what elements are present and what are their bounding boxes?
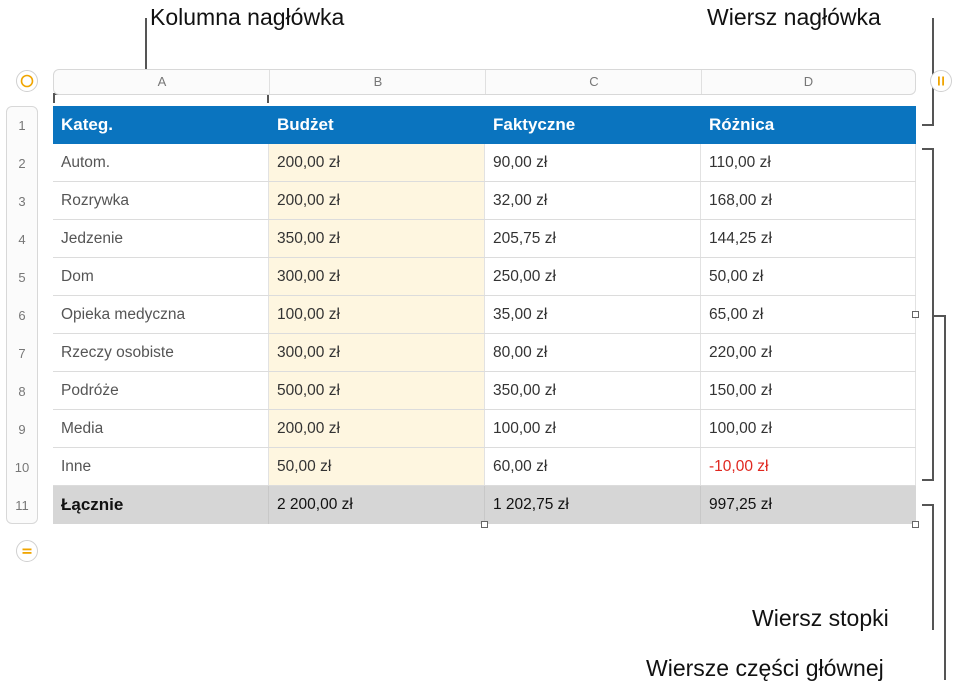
table-cell[interactable]: Rzeczy osobiste <box>53 334 269 371</box>
circle-select-icon <box>20 74 34 88</box>
row-number[interactable]: 8 <box>18 384 26 399</box>
footer-cell[interactable]: 1 202,75 zł <box>485 486 701 524</box>
table-cell[interactable]: 80,00 zł <box>485 334 701 371</box>
column-divider <box>701 70 702 94</box>
callout-line <box>145 18 147 94</box>
callout-line <box>267 93 269 103</box>
row-number[interactable]: 5 <box>18 270 26 285</box>
row-number[interactable]: 9 <box>18 422 26 437</box>
table-row[interactable]: Podróże 500,00 zł 350,00 zł 150,00 zł <box>53 372 916 410</box>
header-cell[interactable]: Faktyczne <box>493 115 576 134</box>
table-cell[interactable]: 250,00 zł <box>485 258 701 295</box>
table-cell[interactable]: 100,00 zł <box>485 410 701 447</box>
table-cell[interactable]: 200,00 zł <box>269 182 485 219</box>
callout-line <box>922 148 934 150</box>
table-cell[interactable]: Jedzenie <box>53 220 269 257</box>
table-row[interactable]: Rozrywka 200,00 zł 32,00 zł 168,00 zł <box>53 182 916 220</box>
callout-body-rows: Wiersze części głównej <box>646 655 884 681</box>
table-cell[interactable]: Media <box>53 410 269 447</box>
table-header-row[interactable]: Kateg. Budżet Faktyczne Różnica <box>53 106 916 144</box>
table-cell[interactable]: 50,00 zł <box>269 448 485 485</box>
table-footer-row[interactable]: Łącznie 2 200,00 zł 1 202,75 zł 997,25 z… <box>53 486 916 524</box>
header-cell[interactable]: Różnica <box>709 115 775 134</box>
row-number[interactable]: 2 <box>18 156 26 171</box>
table-cell[interactable]: 150,00 zł <box>701 372 916 409</box>
equals-icon <box>22 548 32 554</box>
table-cell[interactable]: 500,00 zł <box>269 372 485 409</box>
table-cell[interactable]: 350,00 zł <box>485 372 701 409</box>
row-number[interactable]: 4 <box>18 232 26 247</box>
table-cell[interactable]: 90,00 zł <box>485 144 701 181</box>
callout-line <box>922 479 934 481</box>
table-row[interactable]: Rzeczy osobiste 300,00 zł 80,00 zł 220,0… <box>53 334 916 372</box>
column-letter[interactable]: D <box>803 74 814 89</box>
callout-footer-row: Wiersz stopki <box>752 605 889 631</box>
footer-cell[interactable]: 997,25 zł <box>709 496 772 513</box>
table-cell[interactable]: 205,75 zł <box>485 220 701 257</box>
table-cell[interactable]: 100,00 zł <box>269 296 485 333</box>
table-cell[interactable]: Dom <box>53 258 269 295</box>
resize-handle[interactable] <box>481 521 488 528</box>
table-cell[interactable]: 200,00 zł <box>269 410 485 447</box>
callout-header-column: Kolumna nagłówka <box>150 4 345 30</box>
callout-line <box>944 315 946 680</box>
table-cell[interactable]: Opieka medyczna <box>53 296 269 333</box>
callout-line <box>922 124 934 126</box>
callout-line <box>932 148 934 480</box>
table-cell[interactable]: 200,00 zł <box>269 144 485 181</box>
resize-handle[interactable] <box>912 311 919 318</box>
callout-header-row: Wiersz nagłówka <box>707 4 881 30</box>
table-cell[interactable]: Autom. <box>53 144 269 181</box>
table-cell[interactable]: 50,00 zł <box>701 258 916 295</box>
add-rows-button[interactable] <box>16 540 38 562</box>
table-cell[interactable]: 300,00 zł <box>269 258 485 295</box>
resize-handle[interactable] <box>912 521 919 528</box>
callout-line <box>934 315 945 317</box>
column-divider <box>269 70 270 94</box>
table-row[interactable]: Autom. 200,00 zł 90,00 zł 110,00 zł <box>53 144 916 182</box>
header-cell[interactable]: Budżet <box>277 115 334 134</box>
table-cell[interactable]: Rozrywka <box>53 182 269 219</box>
table-row[interactable]: Opieka medyczna 100,00 zł 35,00 zł 65,00… <box>53 296 916 334</box>
column-reference-bar[interactable]: A B C D <box>53 69 916 95</box>
table-cell[interactable]: 65,00 zł <box>701 296 916 333</box>
table-cell[interactable]: Inne <box>53 448 269 485</box>
footer-cell[interactable]: Łącznie <box>53 486 269 524</box>
row-number[interactable]: 3 <box>18 194 26 209</box>
table-cell-negative[interactable]: -10,00 zł <box>701 448 916 485</box>
table-row[interactable]: Jedzenie 350,00 zł 205,75 zł 144,25 zł <box>53 220 916 258</box>
row-reference-bar[interactable]: 1 2 3 4 5 6 7 8 9 10 11 <box>6 106 38 524</box>
footer-cell[interactable]: 2 200,00 zł <box>269 486 485 524</box>
table-cell[interactable]: 144,25 zł <box>701 220 916 257</box>
column-letter[interactable]: C <box>589 74 599 89</box>
table-cell[interactable]: 100,00 zł <box>701 410 916 447</box>
row-number[interactable]: 6 <box>18 308 26 323</box>
table-cell[interactable]: Podróże <box>53 372 269 409</box>
row-number[interactable]: 7 <box>18 346 26 361</box>
table-cell[interactable]: 168,00 zł <box>701 182 916 219</box>
table-cell[interactable]: 300,00 zł <box>269 334 485 371</box>
table-cell[interactable]: 35,00 zł <box>485 296 701 333</box>
select-table-button[interactable] <box>16 70 38 92</box>
row-number[interactable]: 1 <box>18 118 26 133</box>
column-letter[interactable]: A <box>157 74 167 89</box>
row-number[interactable]: 10 <box>14 460 30 475</box>
header-cell[interactable]: Kateg. <box>61 115 113 134</box>
row-number[interactable]: 11 <box>15 498 29 513</box>
callout-line <box>922 504 934 506</box>
table-cell[interactable]: 350,00 zł <box>269 220 485 257</box>
column-divider <box>485 70 486 94</box>
table-cell[interactable]: 60,00 zł <box>485 448 701 485</box>
table-row[interactable]: Inne 50,00 zł 60,00 zł -10,00 zł <box>53 448 916 486</box>
callout-line <box>932 504 934 630</box>
table-row[interactable]: Media 200,00 zł 100,00 zł 100,00 zł <box>53 410 916 448</box>
pause-icon <box>938 76 944 86</box>
table-row[interactable]: Dom 300,00 zł 250,00 zł 50,00 zł <box>53 258 916 296</box>
table-cell[interactable]: 220,00 zł <box>701 334 916 371</box>
table-cell[interactable]: 32,00 zł <box>485 182 701 219</box>
callout-line <box>53 93 55 103</box>
column-letter[interactable]: B <box>373 74 383 89</box>
add-columns-button[interactable] <box>930 70 952 92</box>
table-cell[interactable]: 110,00 zł <box>701 144 916 181</box>
